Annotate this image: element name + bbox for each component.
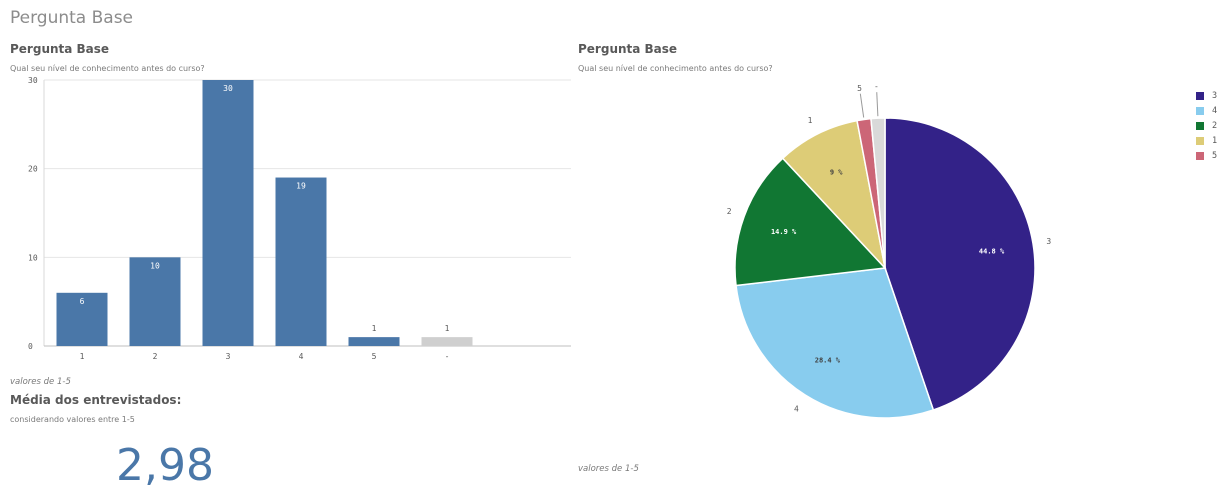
pie-percent-label: 28.4 % bbox=[815, 356, 841, 364]
bar-chart-subtitle: Qual seu nível de conhecimento antes do … bbox=[10, 64, 205, 73]
bar[interactable] bbox=[275, 177, 327, 346]
kpi-value: 2,98 bbox=[116, 440, 214, 491]
bar-data-label: 19 bbox=[296, 182, 306, 191]
bar-data-label: 1 bbox=[372, 324, 377, 333]
legend-swatch bbox=[1196, 136, 1204, 145]
bar-data-label: 10 bbox=[150, 261, 160, 270]
pie-chart[interactable]: 44.8 % 3 28.4 % 4 14.9 % 2 9 % 1 5 - bbox=[600, 72, 1160, 452]
legend-item[interactable]: 2 bbox=[1196, 118, 1217, 133]
pie-category-label: 5 bbox=[857, 84, 862, 93]
y-tick-label: 20 bbox=[28, 165, 38, 174]
pie-slice[interactable] bbox=[781, 119, 887, 271]
bar[interactable] bbox=[202, 80, 254, 346]
pie-slice[interactable] bbox=[734, 157, 887, 287]
bar-data-label: 1 bbox=[445, 324, 450, 333]
pie-slice[interactable] bbox=[884, 117, 1036, 411]
bar[interactable] bbox=[129, 257, 181, 346]
bar-chart-footnote: valores de 1-5 bbox=[10, 377, 71, 387]
legend-label: 2 bbox=[1212, 120, 1218, 131]
pie-chart-subtitle: Qual seu nível de conhecimento antes do … bbox=[578, 64, 773, 73]
bar-data-label: 30 bbox=[223, 84, 233, 93]
pie-legend[interactable]: 3 4 2 1 5 bbox=[1196, 88, 1217, 163]
pie-category-label: - bbox=[874, 82, 879, 91]
pie-slice[interactable] bbox=[870, 117, 886, 269]
x-tick-label: 5 bbox=[372, 352, 377, 361]
legend-label: 1 bbox=[1212, 135, 1218, 146]
pie-category-label: 3 bbox=[1046, 237, 1051, 246]
legend-item[interactable]: 4 bbox=[1196, 103, 1217, 118]
bar[interactable] bbox=[56, 292, 108, 346]
sheet-title: Pergunta Base bbox=[10, 8, 134, 28]
legend-label: 4 bbox=[1212, 105, 1218, 116]
x-tick-label: 1 bbox=[80, 352, 85, 361]
bar-chart[interactable]: 0 10 20 30 6 1 10 2 30 3 19 4 1 5 1 - bbox=[0, 72, 580, 372]
y-tick-label: 10 bbox=[28, 253, 38, 262]
legend-swatch bbox=[1196, 91, 1204, 100]
legend-swatch bbox=[1196, 121, 1204, 130]
bar[interactable] bbox=[348, 337, 400, 346]
pie-category-label: 1 bbox=[808, 116, 813, 125]
legend-label: 3 bbox=[1212, 90, 1218, 101]
pie-label-leader bbox=[876, 92, 879, 117]
bar-chart-title: Pergunta Base bbox=[10, 42, 110, 56]
pie-category-label: 2 bbox=[727, 207, 732, 216]
pie-chart-title: Pergunta Base bbox=[578, 42, 678, 56]
y-tick-label: 0 bbox=[28, 342, 33, 351]
pie-chart-footnote: valores de 1-5 bbox=[578, 464, 639, 474]
pie-percent-label: 14.9 % bbox=[771, 228, 797, 236]
pie-percent-label: 44.8 % bbox=[979, 247, 1005, 255]
x-tick-label: 3 bbox=[226, 352, 231, 361]
legend-swatch bbox=[1196, 106, 1204, 115]
bar[interactable] bbox=[421, 337, 473, 346]
x-tick-label: 2 bbox=[153, 352, 158, 361]
legend-item[interactable]: 5 bbox=[1196, 148, 1217, 163]
pie-label-leader bbox=[859, 93, 865, 118]
bar-data-label: 6 bbox=[80, 297, 85, 306]
kpi-title: Média dos entrevistados: bbox=[10, 393, 182, 407]
pie-category-label: 4 bbox=[794, 404, 799, 413]
legend-swatch bbox=[1196, 151, 1204, 160]
pie-slice[interactable] bbox=[735, 267, 935, 419]
y-tick-label: 30 bbox=[28, 76, 38, 85]
legend-label: 5 bbox=[1212, 150, 1218, 161]
legend-item[interactable]: 1 bbox=[1196, 133, 1217, 148]
pie-percent-label: 9 % bbox=[830, 169, 843, 177]
x-tick-label: - bbox=[445, 352, 450, 361]
legend-item[interactable]: 3 bbox=[1196, 88, 1217, 103]
kpi-subtitle: considerando valores entre 1-5 bbox=[10, 415, 135, 424]
x-tick-label: 4 bbox=[299, 352, 304, 361]
